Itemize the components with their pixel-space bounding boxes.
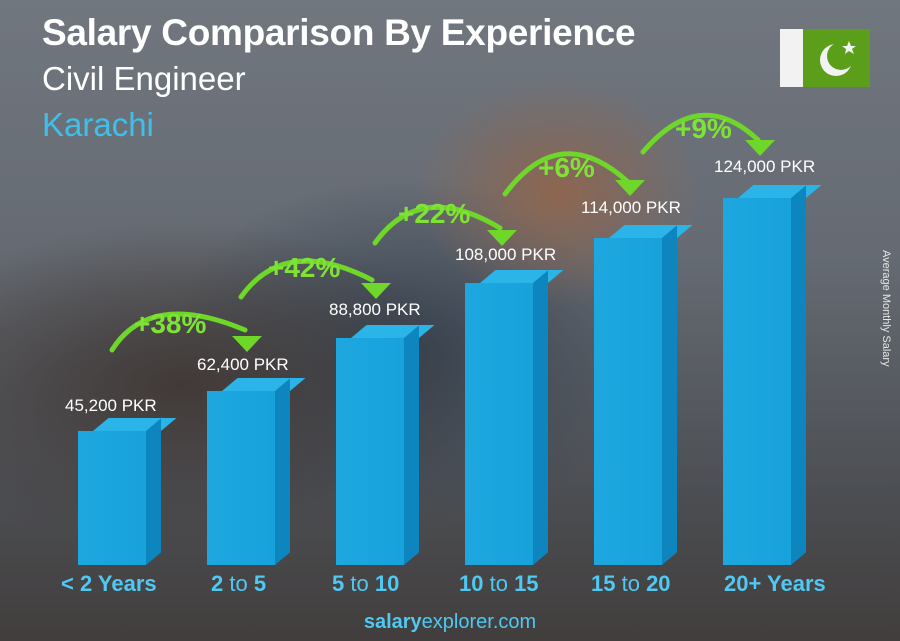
job-title: Civil Engineer	[42, 60, 246, 97]
category-label-1: 2 to 5	[211, 571, 267, 596]
value-label-2: 88,800 PKR	[329, 300, 421, 319]
increase-label-4: +9%	[675, 113, 732, 144]
bar-0	[78, 418, 177, 565]
increase-label-0: +38%	[134, 308, 207, 339]
value-label-3: 108,000 PKR	[455, 245, 557, 264]
value-label-5: 124,000 PKR	[714, 157, 816, 176]
site-brand-link[interactable]: salaryexplorer.com	[363, 611, 537, 633]
city-name: Karachi	[42, 106, 154, 143]
value-label-1: 62,400 PKR	[197, 355, 289, 374]
increase-label-3: +6%	[538, 152, 595, 183]
pakistan-flag-icon	[780, 29, 870, 87]
category-label-2: 5 to 10	[332, 571, 400, 596]
bar-2	[336, 325, 435, 565]
value-label-4: 114,000 PKR	[581, 198, 681, 217]
value-label-0: 45,200 PKR	[65, 396, 157, 415]
category-label-5: 20+ Years	[724, 571, 826, 596]
bar-5	[723, 185, 822, 565]
category-label-4: 15 to 20	[591, 571, 671, 596]
bar-3	[465, 270, 564, 565]
increase-label-1: +42%	[268, 252, 341, 283]
y-axis-label: Average Monthly Salary	[880, 250, 892, 367]
category-label-3: 10 to 15	[459, 571, 539, 596]
bar-1	[207, 378, 306, 565]
chart-title: Salary Comparison By Experience	[42, 12, 636, 53]
category-label-0: < 2 Years	[61, 571, 157, 596]
bar-4	[594, 225, 693, 565]
increase-label-2: +22%	[398, 198, 471, 229]
